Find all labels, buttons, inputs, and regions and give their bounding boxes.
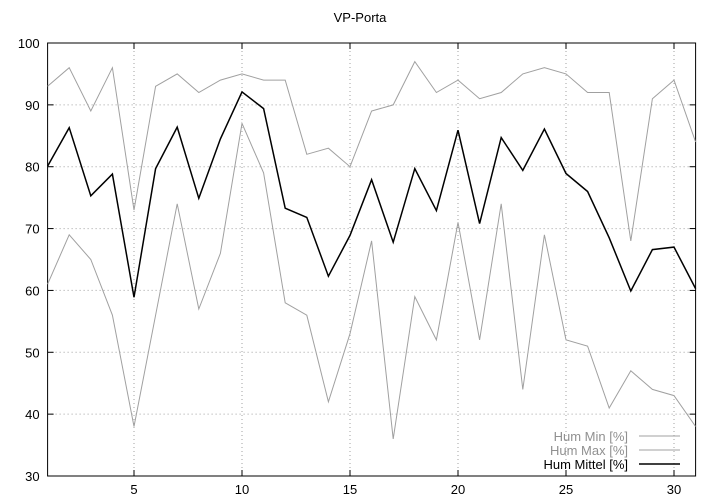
x-tick-label: 20 (451, 482, 465, 497)
y-tick-label: 40 (25, 407, 39, 422)
legend-label: Hum Max [%] (550, 443, 628, 458)
x-tick-label: 5 (130, 482, 137, 497)
legend-label: Hum Min [%] (554, 429, 628, 444)
y-tick-label: 70 (25, 222, 39, 237)
y-tick-label: 50 (25, 345, 39, 360)
legend-label: Hum Mittel [%] (543, 457, 628, 472)
series-line-2 (46, 90, 697, 298)
axes: 30 40 50 60 70 80 90 100 5 10 15 20 25 30 (18, 36, 697, 497)
y-tick-label: 80 (25, 160, 39, 175)
series-lines (46, 60, 697, 439)
x-tick-label: 25 (559, 482, 573, 497)
series-line-1 (47, 60, 697, 241)
y-tick-label: 90 (25, 98, 39, 113)
plot-frame (47, 42, 697, 477)
x-tick-label: 30 (667, 482, 681, 497)
y-tick-label: 30 (25, 469, 39, 484)
y-tick-label: 60 (25, 283, 39, 298)
grid (47, 43, 696, 476)
chart-title: VP-Porta (334, 10, 388, 25)
x-tick-label: 15 (343, 482, 357, 497)
x-tick-label: 10 (235, 482, 249, 497)
y-tick-label: 100 (18, 36, 40, 51)
series-line-0 (47, 121, 697, 439)
legend: Hum Min [%]Hum Max [%]Hum Mittel [%] (543, 429, 680, 472)
